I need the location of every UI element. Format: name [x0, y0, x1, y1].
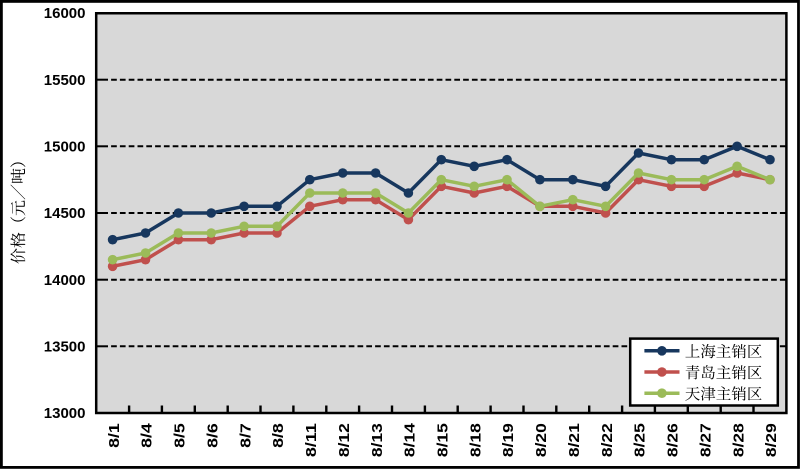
svg-text:8/15: 8/15 [435, 423, 452, 457]
svg-text:8/21: 8/21 [566, 423, 583, 457]
svg-text:13000: 13000 [44, 405, 86, 422]
svg-text:8/22: 8/22 [599, 423, 616, 457]
svg-text:8/14: 8/14 [402, 422, 419, 457]
svg-text:8/26: 8/26 [665, 423, 682, 457]
svg-text:8/25: 8/25 [632, 423, 649, 457]
svg-text:8/29: 8/29 [763, 423, 780, 457]
svg-text:8/12: 8/12 [336, 423, 353, 457]
svg-text:8/27: 8/27 [697, 423, 714, 457]
svg-text:15000: 15000 [44, 138, 86, 155]
svg-text:14500: 14500 [44, 205, 86, 222]
svg-text:14000: 14000 [44, 272, 86, 289]
svg-text:8/4: 8/4 [139, 422, 156, 447]
svg-text:8/7: 8/7 [237, 423, 254, 448]
svg-text:8/19: 8/19 [500, 423, 517, 457]
svg-text:13500: 13500 [44, 338, 86, 355]
svg-text:16000: 16000 [44, 5, 86, 22]
svg-text:15500: 15500 [44, 72, 86, 89]
svg-text:8/6: 8/6 [204, 423, 221, 448]
svg-text:8/20: 8/20 [533, 423, 550, 457]
svg-text:8/1: 8/1 [106, 423, 123, 448]
svg-text:8/11: 8/11 [303, 423, 320, 457]
svg-text:8/28: 8/28 [730, 423, 747, 457]
svg-text:8/13: 8/13 [369, 423, 386, 457]
svg-text:8/8: 8/8 [270, 423, 287, 448]
svg-text:8/18: 8/18 [467, 423, 484, 457]
svg-text:8/5: 8/5 [172, 423, 189, 448]
